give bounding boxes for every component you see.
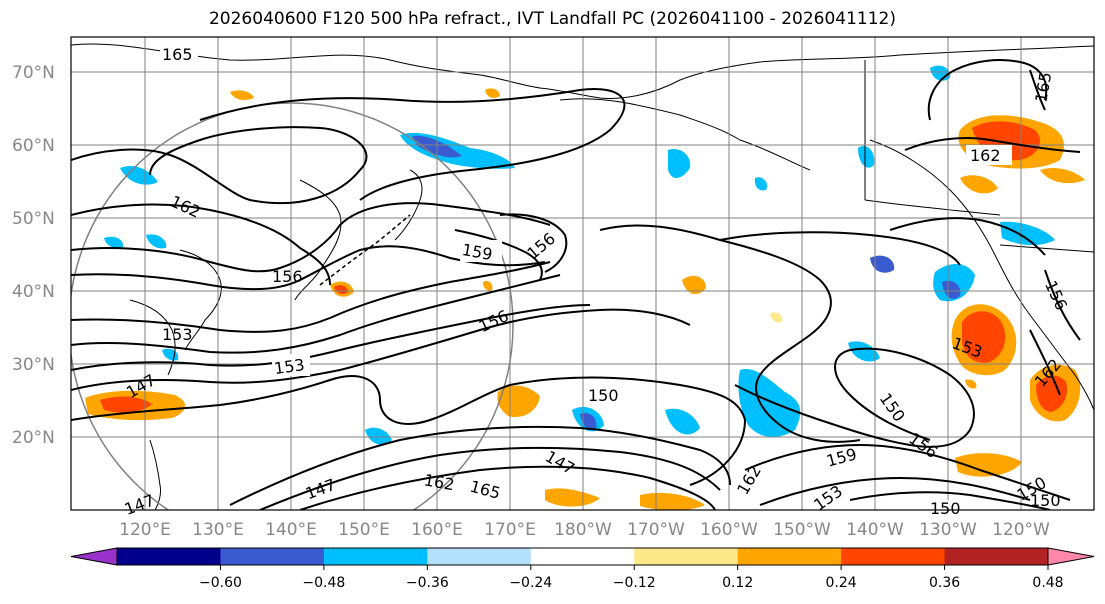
colorbar-segment (117, 548, 221, 565)
colorbar-tick-label: −0.60 (199, 575, 242, 591)
colorbar-extend-high (1047, 547, 1095, 566)
colorbar-tick-label: 0.24 (826, 575, 857, 591)
colorbar-tick-label: 0.36 (929, 575, 960, 591)
colorbar-tick-label: −0.24 (509, 575, 552, 591)
lon-label: 170°E (484, 520, 536, 540)
colorbar-segment (944, 548, 1049, 565)
gridlines (71, 37, 1094, 510)
contour-label: 147 (542, 447, 578, 479)
contour-label: 150 (876, 389, 909, 425)
chart-title: 2026040600 F120 500 hPa refract., IVT La… (208, 9, 896, 29)
dashed-feature-line (319, 214, 411, 286)
lon-label: 130°E (192, 520, 244, 540)
colorbar-segment (634, 548, 739, 565)
colorbar-tick-label: 0.48 (1032, 575, 1063, 591)
contour-label: 162 (423, 470, 456, 494)
colorbar-tick-label: −0.12 (613, 575, 656, 591)
colorbar-segment (737, 548, 842, 565)
contour-label: 156 (523, 229, 559, 263)
contour-label: 150 (1030, 491, 1061, 510)
contour-label: 156 (1041, 278, 1071, 314)
lon-label: 160°W (700, 520, 758, 540)
map-frame (70, 36, 1095, 511)
colorbar-segment (427, 548, 532, 565)
lat-label: 40°N (12, 282, 55, 302)
contour-label: 165 (162, 45, 193, 64)
contour-label: 150 (930, 499, 961, 518)
lon-label: 160°E (411, 520, 463, 540)
contour-label: 162 (733, 462, 765, 498)
lon-label: 120°W (992, 520, 1050, 540)
colorbar: −0.60 −0.48 −0.36 −0.24 −0.12 0.12 0.24 0.36 0.4… (70, 547, 1095, 591)
colorbar-segment (530, 548, 635, 565)
colorbar-segment (220, 548, 325, 565)
colorbar-tick-label: −0.48 (302, 575, 345, 591)
contour-label: 150 (588, 386, 619, 405)
lon-label: 140°W (846, 520, 904, 540)
contour-label: 162 (970, 146, 1001, 165)
contour-label: 147 (122, 491, 157, 519)
anomaly-shading (85, 65, 1085, 510)
contour-label: 156 (476, 306, 512, 336)
colorbar-tick-label: −0.36 (406, 575, 449, 591)
colorbar-outline (116, 547, 1049, 566)
latitude-labels: 70°N 60°N 50°N 40°N 30°N 20°N (12, 63, 55, 448)
lon-label: 130°W (919, 520, 977, 540)
lat-label: 20°N (12, 428, 55, 448)
contour-label: 165 (1031, 71, 1055, 104)
contour-label: 156 (272, 267, 303, 286)
contour-label: 165 (468, 477, 502, 503)
contour-label: 153 (162, 325, 193, 344)
lat-label: 30°N (12, 355, 55, 375)
colorbar-extend-low (70, 547, 118, 566)
contour-label: 162 (168, 192, 204, 222)
lon-label: 120°E (119, 520, 171, 540)
lat-label: 50°N (12, 209, 55, 229)
lon-label: 180°W (554, 520, 612, 540)
contour-label: 159 (824, 444, 858, 470)
lon-label: 150°W (773, 520, 831, 540)
lat-label: 60°N (12, 136, 55, 156)
colorbar-segment (841, 548, 946, 565)
colorbar-tick-label: 0.12 (722, 575, 753, 591)
lon-label: 170°W (627, 520, 685, 540)
landfall-region-circle (71, 102, 514, 510)
lon-label: 150°E (338, 520, 390, 540)
colorbar-segment (323, 548, 428, 565)
refractivity-contours (71, 59, 1081, 510)
lon-label: 140°E (265, 520, 317, 540)
contour-label: 153 (273, 355, 306, 378)
longitude-labels: 120°E 130°E 140°E 150°E 160°E 170°E 180°… (119, 520, 1050, 540)
lat-label: 70°N (12, 63, 55, 83)
